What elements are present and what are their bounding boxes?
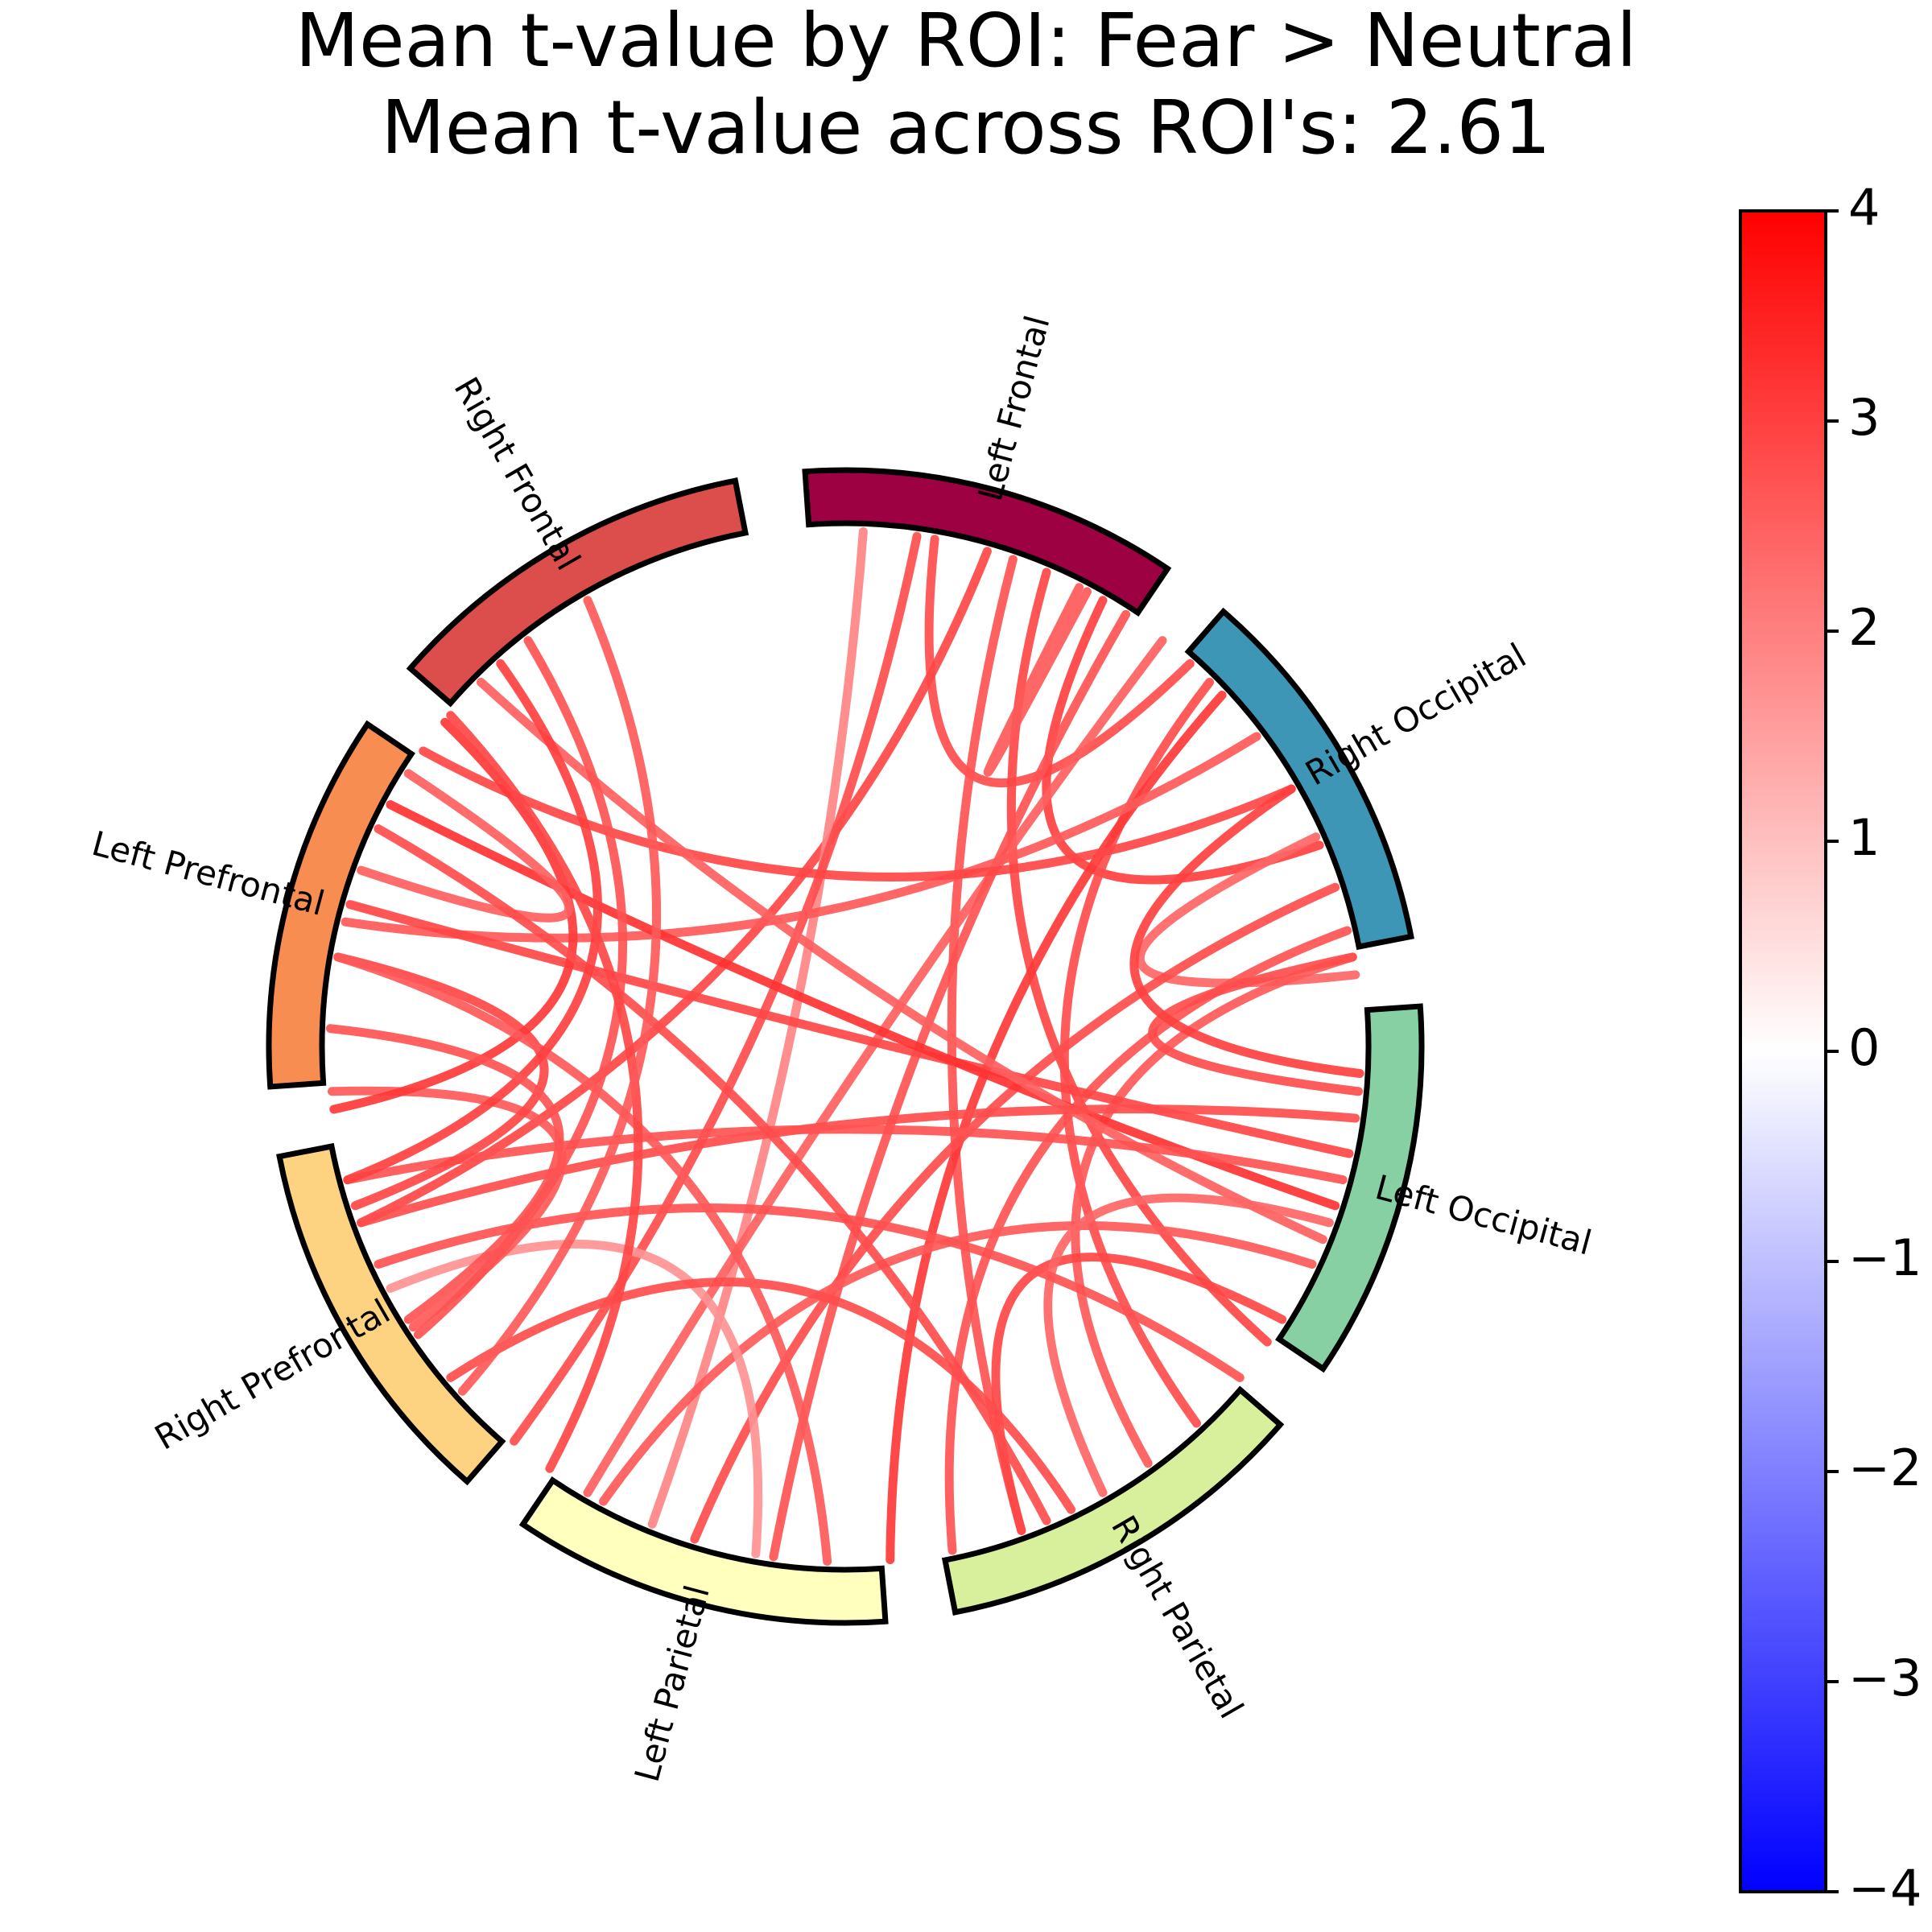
roi-segments: [266, 467, 1425, 1626]
colorbar-tick-label: 3: [1848, 388, 1880, 447]
connection-chord: [769, 609, 1131, 1562]
roi-segment-right-prefrontal: [276, 1142, 506, 1486]
colorbar-tick-label: 1: [1848, 808, 1880, 867]
connection-chord: [583, 636, 1167, 1497]
colorbar-gradient: [1739, 209, 1827, 1893]
connection-chord: [333, 952, 549, 1211]
roi-label-left-prefrontal: Left Prefrontal: [88, 824, 328, 923]
roi-segment-right-parietal: [941, 1385, 1285, 1616]
roi-segment-right-frontal: [406, 477, 749, 708]
connection-chord: [983, 583, 1092, 777]
roi-label-left-frontal: Left Frontal: [970, 312, 1057, 506]
colorbar-tick-label: −3: [1848, 1649, 1922, 1707]
connection-chord: [1129, 784, 1364, 1078]
colorbar-tick-label: 4: [1848, 178, 1880, 237]
roi-label-right-prefrontal: Right Prefrontal: [148, 1291, 397, 1457]
roi-segment-left-parietal: [518, 1476, 889, 1626]
connection-chord: [345, 900, 1354, 1158]
connection-chord: [325, 1024, 564, 1324]
connection-chord: [1071, 952, 1357, 1468]
connection-chord: [343, 658, 602, 1185]
colorbar-tick-label: −1: [1848, 1228, 1922, 1287]
connection-chord: [357, 769, 574, 923]
roi-label-left-occipital: Left Occipital: [1371, 1167, 1596, 1263]
connection-chord: [419, 746, 1296, 881]
connection-chord: [374, 824, 1051, 1525]
roi-label-left-parietal: Left Parietal: [627, 1581, 717, 1785]
connection-chord: [343, 1125, 1348, 1185]
connection-chord: [1043, 1193, 1334, 1497]
roi-segment-left-frontal: [802, 467, 1172, 617]
roi-label-right-parietal: Right Parietal: [1104, 1509, 1251, 1725]
connection-chord: [924, 535, 1195, 788]
connection-chords: [325, 526, 1364, 1567]
chart-title-line-2: Mean t-value across ROI's: 2.61: [381, 85, 1550, 171]
connection-chord: [599, 1221, 1317, 1506]
roi-label-right-frontal: Right Frontal: [446, 370, 588, 576]
roi-label-right-occipital: Right Occipital: [1298, 635, 1532, 793]
connection-chord: [357, 1104, 1360, 1228]
roi-segment-right-occipital: [1184, 607, 1414, 951]
connection-chord: [1148, 952, 1364, 1096]
connection-chord: [457, 596, 661, 1396]
chart-title-line-1: Mean t-value by ROI: Fear > Neutral: [295, 0, 1637, 84]
colorbar-tick-label: 2: [1848, 598, 1880, 657]
connection-chord: [1042, 596, 1324, 885]
roi-segment-left-occipital: [1275, 1003, 1425, 1373]
connection-chord: [947, 555, 1026, 1535]
colorbar-tick-label: 0: [1848, 1018, 1880, 1077]
colorbar-ticks: 4 3 2 1 0 −1 −2 −3 −4: [1826, 178, 1922, 1918]
connection-chord: [690, 882, 1340, 1544]
connection-chord: [333, 952, 832, 1567]
connection-chord: [341, 732, 1261, 943]
connection-chord: [991, 1253, 1287, 1535]
roi-segment-left-prefrontal: [266, 720, 415, 1090]
colorbar-tick-label: −4: [1848, 1859, 1922, 1918]
colorbar-tick-label: −2: [1848, 1439, 1922, 1497]
colorbar: 4 3 2 1 0 −1 −2 −3 −4: [1739, 178, 1922, 1918]
connection-chord: [446, 1278, 1076, 1514]
